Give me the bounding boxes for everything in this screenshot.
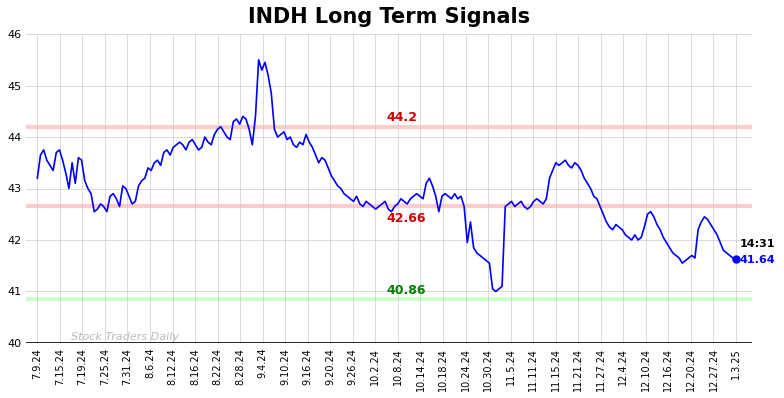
Text: 40.86: 40.86: [387, 283, 426, 297]
Text: 14:31: 14:31: [739, 239, 775, 249]
Text: 42.66: 42.66: [387, 213, 426, 226]
Text: Stock Traders Daily: Stock Traders Daily: [71, 332, 179, 342]
Text: 41.64: 41.64: [739, 255, 775, 265]
Text: 44.2: 44.2: [387, 111, 418, 123]
Title: INDH Long Term Signals: INDH Long Term Signals: [248, 7, 530, 27]
